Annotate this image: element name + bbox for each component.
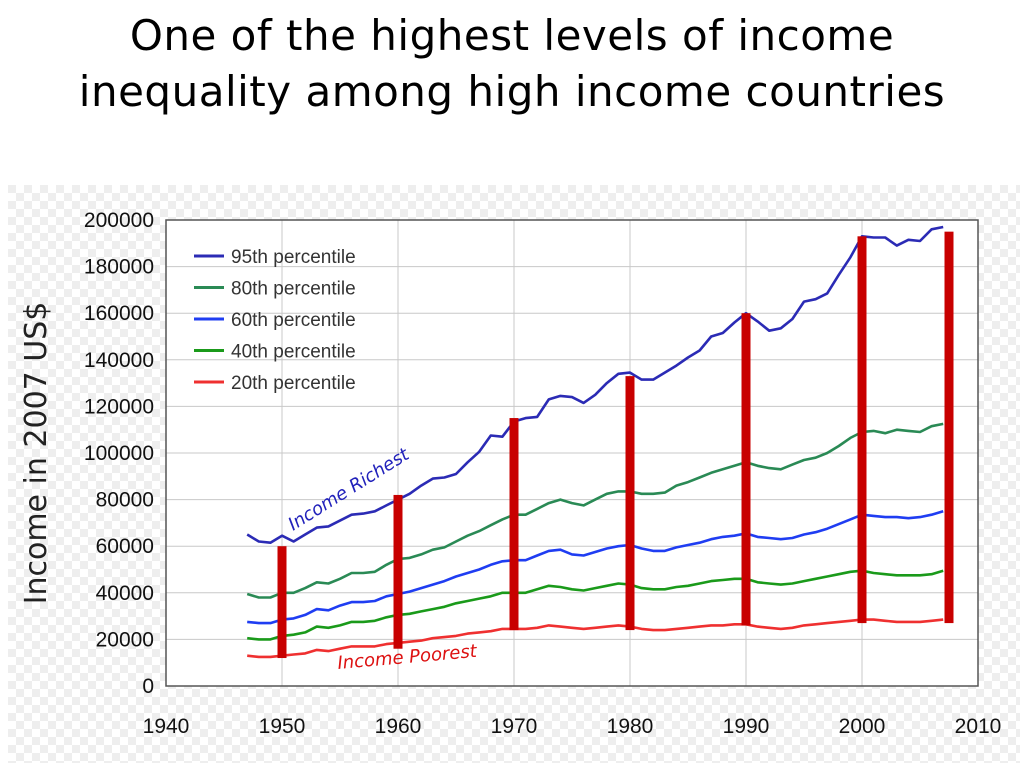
plot-frame (165, 219, 979, 687)
legend-label: 20th percentile (231, 373, 356, 394)
x-tick-labels: 1940 1950 1960 1970 1980 1990 2000 2010 (143, 715, 1002, 738)
x-tick-label: 1990 (723, 715, 770, 738)
series-line-80th-percentile (246, 422, 944, 599)
x-tick-label: 1980 (607, 715, 654, 738)
y-tick-label: 100000 (84, 442, 154, 465)
x-tick-label: 1950 (259, 715, 306, 738)
legend: 95th percentile 80th percentile 60th perce… (194, 247, 356, 394)
y-tick-label: 180000 (84, 256, 154, 279)
gap-bar (741, 313, 751, 626)
x-tick-label: 1940 (143, 715, 190, 738)
y-tick-labels: 0 20000 40000 60000 80000 100000 120000 140000 1… (84, 209, 154, 698)
line-chart: 1940 1950 1960 1970 1980 1990 2000 2010 0 20000 4… (8, 185, 1020, 763)
chart-container: 1940 1950 1960 1970 1980 1990 2000 2010 0 20000 4… (8, 185, 1020, 763)
legend-label: 95th percentile (231, 247, 356, 268)
y-tick-label: 140000 (84, 349, 154, 372)
legend-label: 80th percentile (231, 279, 356, 300)
gap-bar (393, 494, 403, 649)
slide-title: One of the highest levels of income ineq… (0, 8, 1024, 120)
y-tick-label: 40000 (96, 582, 154, 605)
y-tick-label: 20000 (96, 628, 154, 651)
legend-label: 40th percentile (231, 342, 356, 363)
y-tick-label: 200000 (84, 209, 154, 232)
y-tick-label: 0 (142, 675, 154, 698)
slide-title-line-2: inequality among high income countries (78, 67, 946, 116)
series-line-60th-percentile (247, 510, 944, 625)
legend-label: 60th percentile (231, 310, 356, 331)
x-tick-label: 2000 (839, 715, 886, 738)
gap-bar (509, 418, 519, 631)
gap-bar (944, 231, 954, 624)
gap-bar (625, 376, 635, 631)
series-lines (246, 225, 944, 659)
x-tick-label: 1960 (375, 715, 422, 738)
y-tick-label: 80000 (96, 489, 154, 512)
y-tick-label: 120000 (84, 395, 154, 418)
gap-bar (857, 236, 867, 624)
series-line-40th-percentile (247, 569, 944, 641)
series-line-95th-percentile (246, 225, 944, 545)
series-line-20th-percentile (247, 618, 944, 659)
gap-bars (277, 231, 954, 659)
x-tick-label: 1970 (491, 715, 538, 738)
gap-bar (277, 546, 287, 659)
x-tick-label: 2010 (955, 715, 1002, 738)
slide-title-line-1: One of the highest levels of income (129, 11, 895, 60)
y-tick-label: 60000 (96, 535, 154, 558)
y-axis-title: Income in 2007 US$ (19, 302, 54, 605)
y-tick-label: 160000 (84, 302, 154, 325)
